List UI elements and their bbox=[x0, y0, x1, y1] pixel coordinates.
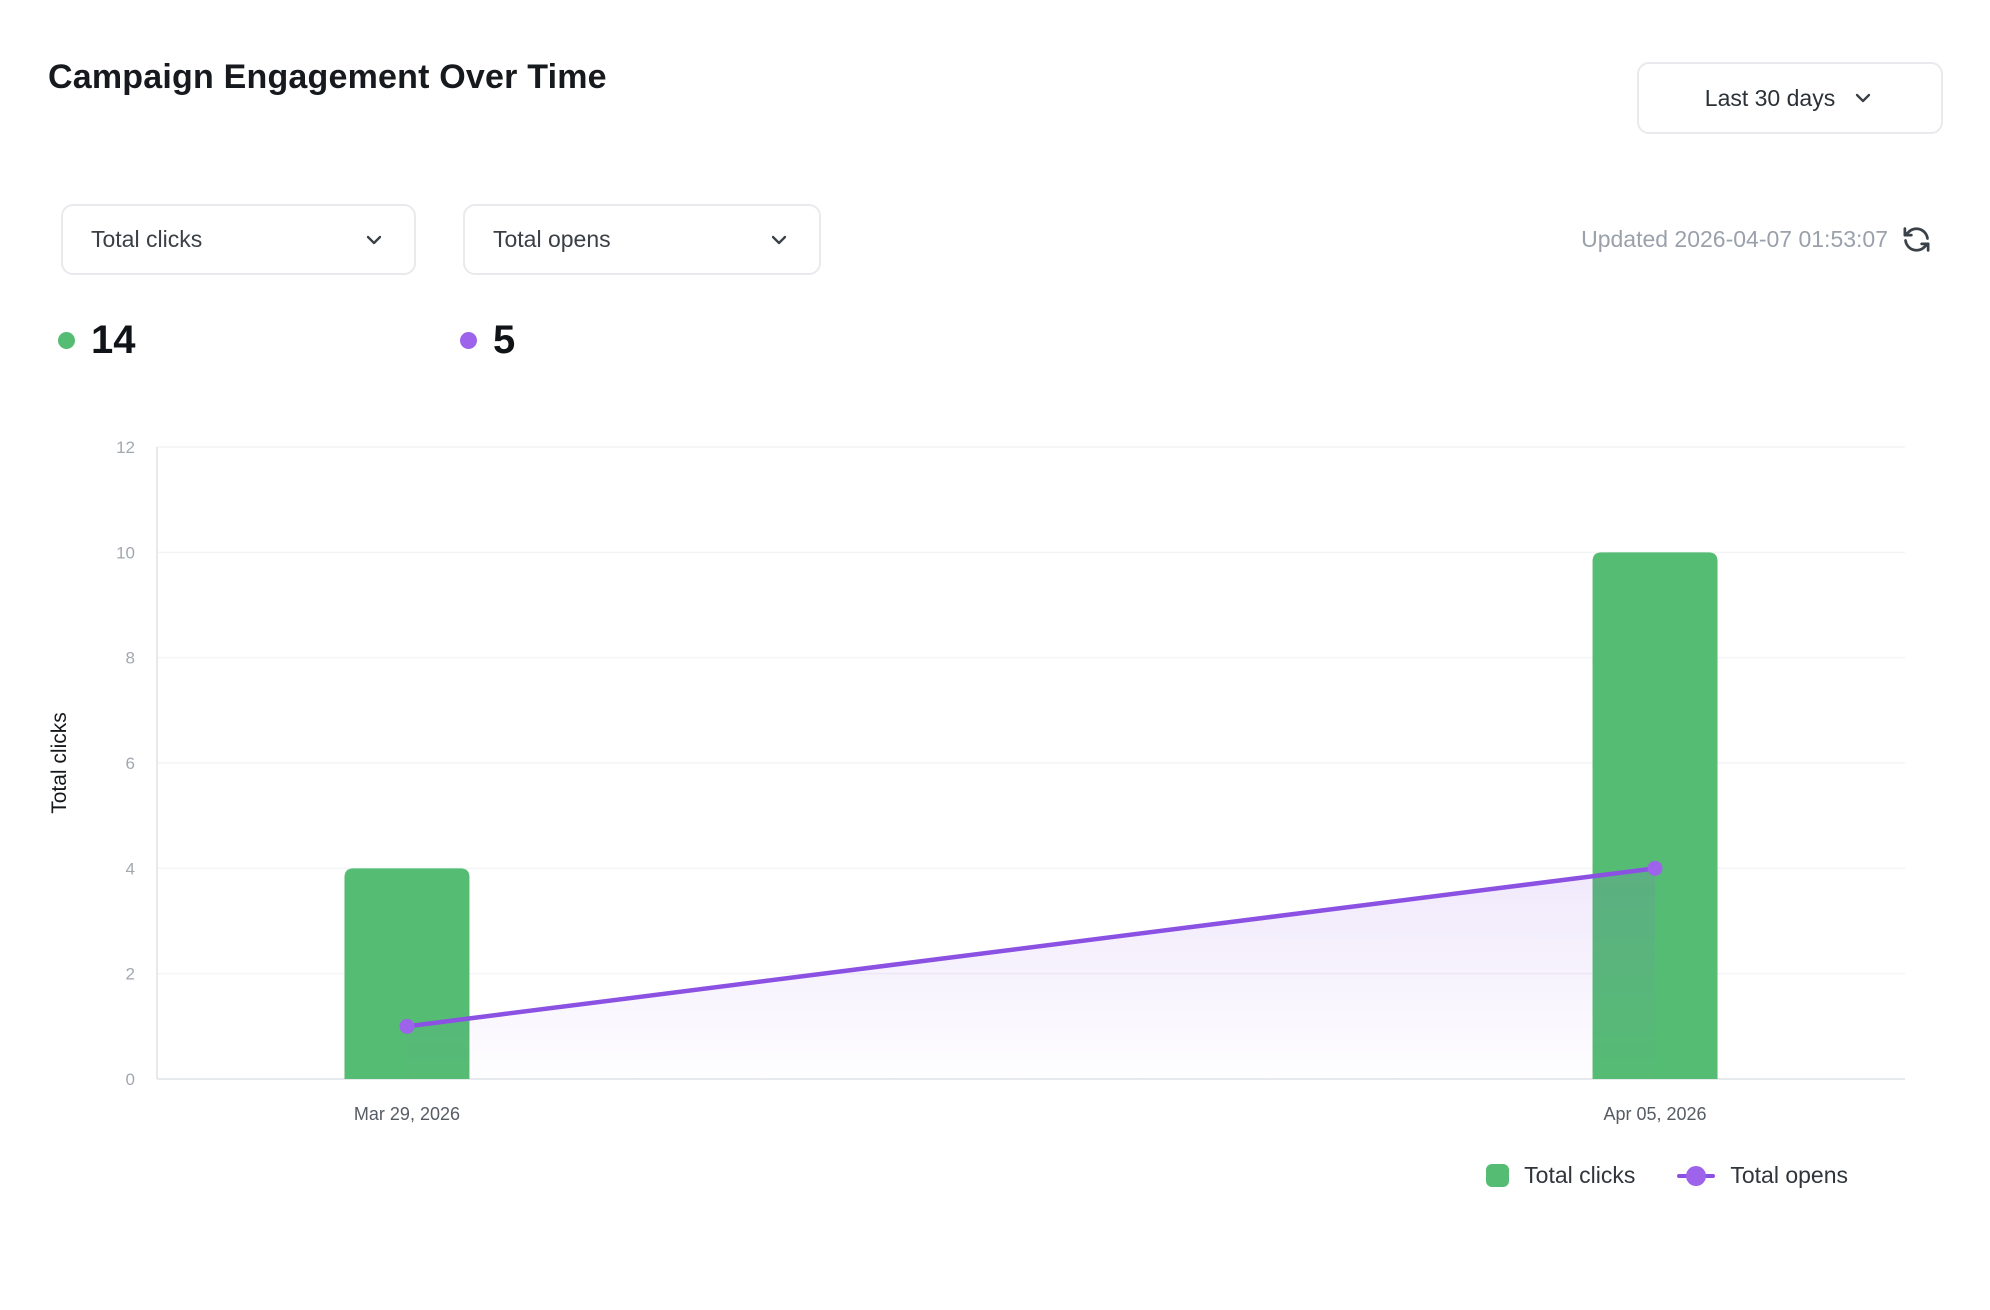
metric-dot-purple bbox=[460, 331, 477, 349]
metric-select-value: Total opens bbox=[493, 226, 611, 252]
chart-canvas: 0 2 4 6 8 10 12 Mar 29, 2026 Apr 05, 2026 Total c… bbox=[48, 438, 1905, 1124]
x-axis-label: Apr 05, 2026 bbox=[1603, 1104, 1706, 1124]
last-updated: Updated 2026-04-07 01:53:07 bbox=[1581, 204, 1932, 275]
y-tick-label: 0 bbox=[126, 1070, 135, 1089]
line-total-opens[interactable] bbox=[404, 866, 1658, 1029]
last-updated-text: Updated 2026-04-07 01:53:07 bbox=[1581, 226, 1888, 252]
metric-value-total-opens: 5 bbox=[493, 318, 516, 362]
metric-total-opens: 5 bbox=[460, 316, 515, 364]
chevron-down-icon bbox=[1851, 86, 1875, 110]
legend-item-total-clicks[interactable]: Total clicks bbox=[1486, 1162, 1635, 1189]
legend-swatch-bar-icon bbox=[1486, 1164, 1510, 1187]
metric-value-total-clicks: 14 bbox=[91, 318, 136, 362]
legend-label: Total opens bbox=[1730, 1162, 1848, 1188]
y-tick-label: 2 bbox=[126, 965, 135, 984]
y-tick-label: 4 bbox=[126, 859, 135, 878]
y-tick-label: 8 bbox=[126, 649, 135, 668]
point-total-opens-1[interactable] bbox=[1647, 860, 1663, 876]
metric-select-total-clicks[interactable]: Total clicks bbox=[61, 204, 416, 275]
line-area-fill bbox=[406, 868, 1656, 1079]
metric-select-total-opens[interactable]: Total opens bbox=[463, 204, 821, 275]
metric-dot-green bbox=[58, 331, 75, 349]
engagement-chart: 0 2 4 6 8 10 12 Mar 29, 2026 Apr 05, 2026 Total c… bbox=[0, 400, 1990, 1180]
page-title: Campaign Engagement Over Time bbox=[48, 58, 607, 96]
legend-label: Total clicks bbox=[1524, 1162, 1636, 1188]
legend-swatch-line-dot-icon bbox=[1677, 1165, 1716, 1187]
y-tick-label: 6 bbox=[126, 754, 135, 773]
y-tick-label: 10 bbox=[116, 543, 135, 562]
metric-select-value: Total clicks bbox=[91, 226, 203, 252]
point-total-opens-0[interactable] bbox=[399, 1018, 415, 1034]
refresh-icon[interactable] bbox=[1901, 224, 1932, 255]
y-tick-label: 12 bbox=[116, 438, 135, 457]
chevron-down-icon bbox=[767, 228, 791, 252]
date-range-label: Last 30 days bbox=[1704, 84, 1836, 111]
x-axis-label: Mar 29, 2026 bbox=[354, 1104, 460, 1124]
legend-item-total-opens[interactable]: Total opens bbox=[1677, 1162, 1848, 1189]
chevron-down-icon bbox=[362, 228, 386, 252]
y-axis-title: Total clicks bbox=[48, 712, 71, 814]
chart-legend: Total clicks Total opens bbox=[1486, 1162, 1848, 1189]
metric-total-clicks: 14 bbox=[58, 316, 136, 364]
date-range-selector[interactable]: Last 30 days bbox=[1637, 62, 1943, 134]
